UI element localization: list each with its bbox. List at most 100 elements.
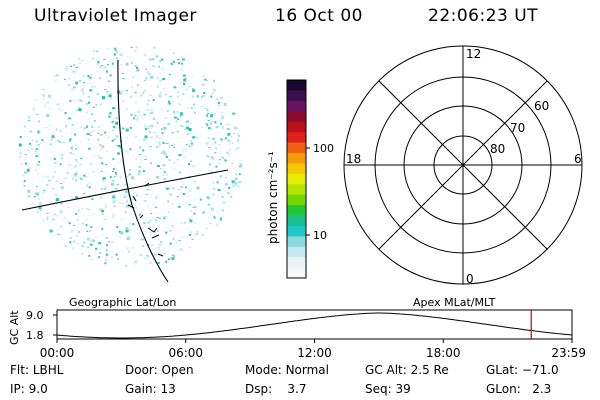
emission-pixel [173, 100, 176, 102]
emission-pixel [153, 253, 157, 257]
emission-pixel [211, 93, 214, 95]
emission-pixel [215, 165, 218, 168]
emission-pixel [188, 204, 191, 206]
emission-pixel [122, 77, 125, 79]
emission-pixel [144, 135, 148, 139]
emission-pixel [90, 86, 93, 88]
emission-pixel [86, 219, 89, 221]
emission-pixel [125, 190, 128, 193]
emission-pixel [135, 46, 138, 49]
emission-pixel [79, 176, 82, 179]
emission-pixel [35, 186, 38, 188]
altitude-panel: Geographic Lat/Lon Apex MLat/MLT 9.0 1.8… [8, 296, 586, 360]
emission-pixel [49, 124, 52, 126]
geographic-latitude-line [21, 169, 229, 211]
ip-info: IP: 9.0 [10, 382, 48, 396]
emission-pixel [172, 52, 175, 55]
emission-pixel [95, 247, 98, 250]
emission-pixel [165, 187, 169, 190]
colorbar-band [287, 142, 306, 154]
emission-pixel [176, 117, 179, 120]
emission-pixel [108, 94, 112, 98]
emission-pixel [139, 146, 141, 149]
emission-pixel [179, 115, 182, 117]
emission-pixel [48, 179, 51, 181]
emission-pixel [169, 95, 172, 97]
emission-pixel [48, 108, 51, 110]
emission-pixel [103, 59, 106, 60]
emission-pixel [72, 177, 75, 180]
emission-pixel [224, 137, 227, 140]
emission-pixel [175, 120, 178, 123]
emission-pixel [116, 135, 119, 137]
emission-pixel [207, 112, 210, 114]
emission-pixel [71, 197, 74, 199]
emission-pixel [115, 56, 119, 60]
emission-pixel [221, 116, 225, 120]
emission-pixel [117, 144, 121, 147]
emission-pixel [159, 92, 162, 94]
emission-pixel [193, 103, 195, 106]
emission-pixel [172, 237, 175, 240]
emission-pixel [155, 55, 158, 58]
emission-pixel [181, 62, 184, 65]
emission-pixel [81, 88, 84, 91]
emission-pixel [190, 139, 193, 142]
emission-pixel [81, 245, 84, 247]
emission-pixel [71, 124, 74, 126]
emission-pixel [238, 181, 242, 184]
emission-pixel [221, 209, 224, 211]
emission-pixel [226, 123, 229, 125]
emission-pixel [125, 128, 129, 132]
emission-pixel [165, 231, 168, 234]
emission-pixel [180, 125, 184, 127]
emission-pixel [228, 187, 231, 189]
emission-pixel [102, 209, 105, 210]
emission-pixel [220, 156, 223, 158]
emission-pixel [135, 207, 138, 210]
emission-pixel [188, 246, 191, 248]
emission-pixel [125, 62, 129, 66]
emission-pixel [75, 212, 78, 215]
emission-pixel [105, 253, 108, 256]
emission-pixel [136, 194, 139, 197]
emission-pixel [167, 200, 170, 203]
emission-pixel [228, 128, 231, 131]
emission-pixel [208, 196, 211, 198]
emission-pixel [106, 257, 109, 258]
emission-pixel [99, 188, 101, 190]
emission-pixel [235, 173, 238, 176]
emission-pixel [203, 92, 206, 94]
emission-pixel [31, 203, 34, 206]
emission-pixel [20, 163, 23, 166]
emission-pixel [142, 170, 145, 173]
emission-pixel [101, 212, 104, 215]
emission-pixel [83, 193, 86, 194]
emission-pixel [40, 204, 43, 206]
emission-pixel [75, 235, 78, 237]
emission-pixel [42, 191, 45, 194]
emission-pixel [86, 125, 89, 127]
emission-pixel [36, 152, 39, 154]
emission-pixel [74, 144, 78, 147]
emission-pixel [88, 181, 91, 184]
emission-pixel [31, 139, 34, 141]
emission-pixel [60, 186, 64, 190]
emission-pixel [75, 81, 79, 85]
emission-pixel [225, 139, 228, 141]
emission-pixel [85, 175, 88, 177]
apex-label: Apex MLat/MLT [413, 296, 496, 309]
emission-pixel [239, 163, 243, 167]
emission-pixel [35, 155, 39, 158]
emission-pixel [134, 92, 137, 94]
emission-pixel [161, 164, 164, 167]
emission-pixel [172, 254, 174, 256]
emission-pixel [136, 68, 140, 72]
emission-pixel [146, 109, 150, 112]
emission-pixel [112, 214, 115, 217]
emission-pixel [92, 239, 96, 242]
emission-pixel [69, 152, 72, 154]
emission-pixel [120, 219, 123, 220]
emission-pixel [117, 258, 120, 260]
emission-pixel [214, 141, 217, 144]
